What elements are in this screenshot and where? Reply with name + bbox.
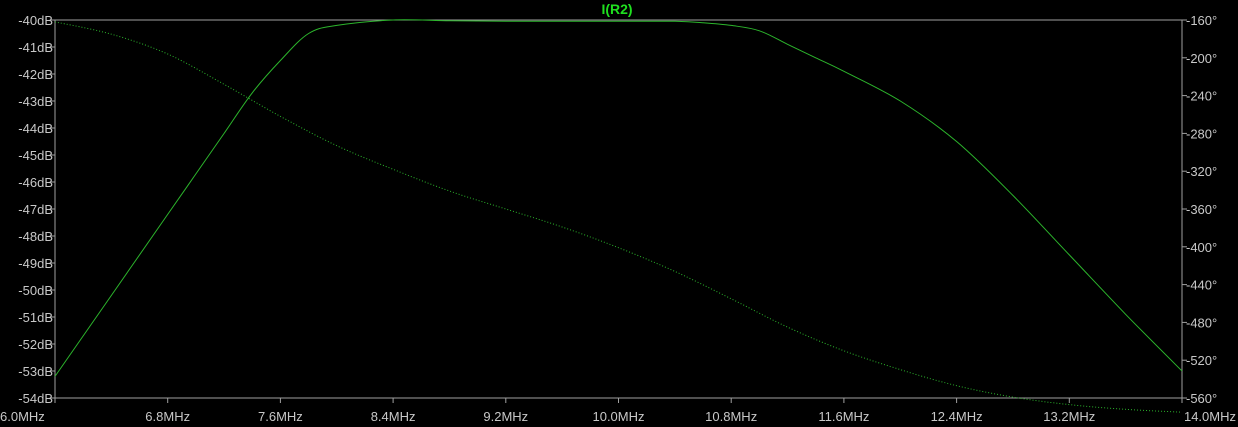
x-tick-label: 6.0MHz: [0, 409, 45, 424]
traces: [54, 19, 1183, 413]
x-tick-label: 13.2MHz: [1043, 409, 1095, 424]
left-tick-label: -50dB: [18, 283, 53, 298]
left-tick-label: -42dB: [18, 67, 53, 82]
right-tick-label: -320°: [1186, 164, 1217, 179]
x-axis: 6.0MHz 6.8MHz 7.6MHz 8.4MHz 9.2MHz 10.0MHz 10.…: [0, 398, 1236, 424]
left-tick-label: -46dB: [18, 175, 53, 190]
right-tick-label: -240°: [1186, 89, 1217, 104]
left-tick-label: -48dB: [18, 229, 53, 244]
x-tick-label: 6.8MHz: [145, 409, 190, 424]
left-tick-label: -47dB: [18, 202, 53, 217]
x-tick-label: 14.0MHz: [1184, 409, 1236, 424]
x-tick-label: 12.4MHz: [931, 409, 983, 424]
right-tick-label: -280°: [1186, 126, 1217, 141]
left-axis: -40dB -41dB -42dB -43dB -44dB -45dB -46dB -47dB…: [18, 13, 55, 406]
right-tick-label: -440°: [1186, 278, 1217, 293]
x-tick-label: 7.6MHz: [258, 409, 303, 424]
phase-trace: [54, 21, 1183, 413]
left-tick-label: -53dB: [18, 364, 53, 379]
left-tick-label: -45dB: [18, 148, 53, 163]
left-tick-label: -40dB: [18, 13, 53, 28]
right-tick-label: -400°: [1186, 240, 1217, 255]
magnitude-trace: [54, 19, 1183, 377]
left-tick-label: -51dB: [18, 310, 53, 325]
left-tick-label: -52dB: [18, 337, 53, 352]
plot-area: [54, 19, 1183, 399]
right-tick-label: -200°: [1186, 51, 1217, 66]
right-tick-label: -480°: [1186, 315, 1217, 330]
left-tick-label: -49dB: [18, 256, 53, 271]
chart-title[interactable]: I(R2): [601, 1, 632, 17]
x-tick-label: 10.0MHz: [592, 409, 644, 424]
right-tick-label: -520°: [1186, 353, 1217, 368]
x-tick-label: 9.2MHz: [483, 409, 528, 424]
right-tick-label: -360°: [1186, 202, 1217, 217]
x-tick-label: 8.4MHz: [371, 409, 416, 424]
right-tick-label: -560°: [1186, 391, 1217, 406]
right-tick-label: -160°: [1186, 13, 1217, 28]
left-tick-label: -44dB: [18, 121, 53, 136]
right-axis: -160° -200° -240° -280° -320° -360° -400° -440°…: [1182, 13, 1217, 406]
x-tick-label: 10.8MHz: [705, 409, 757, 424]
left-tick-label: -43dB: [18, 94, 53, 109]
left-tick-label: -41dB: [18, 40, 53, 55]
left-tick-label: -54dB: [18, 391, 53, 406]
x-tick-label: 11.6MHz: [818, 409, 869, 424]
